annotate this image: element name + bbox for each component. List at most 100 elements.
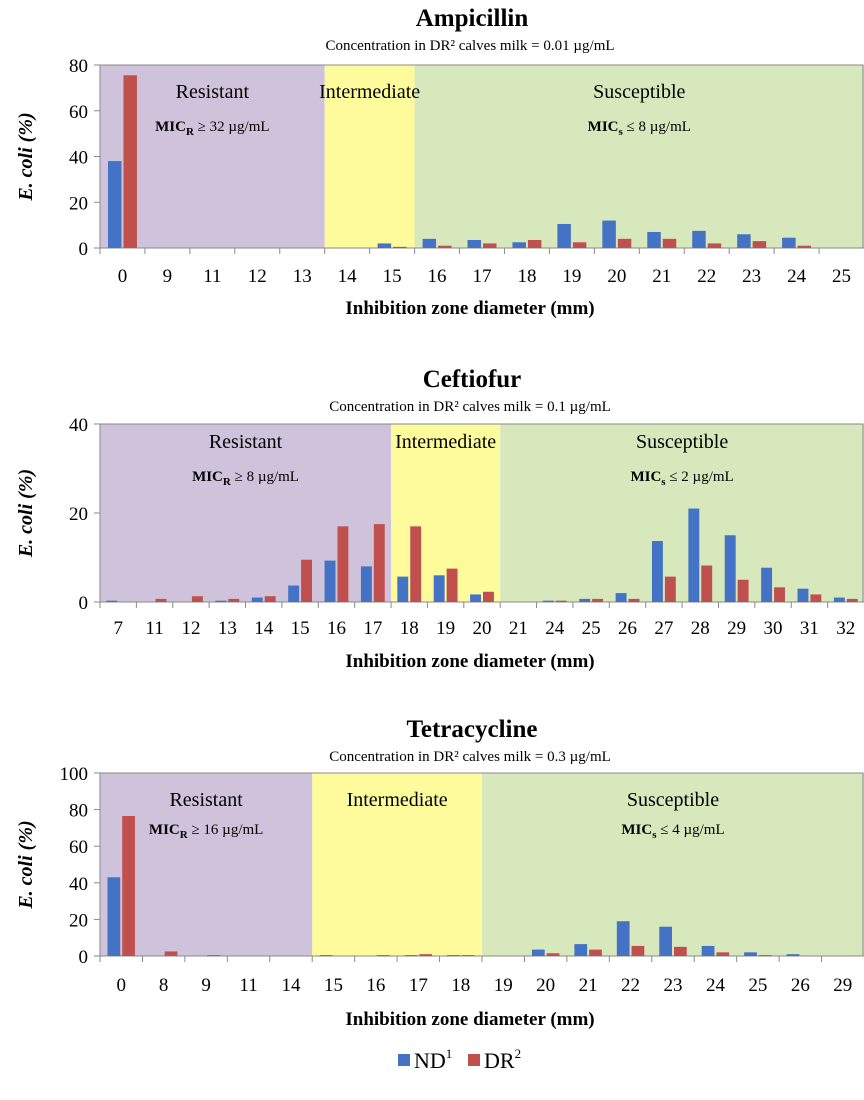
y-tick-label: 80 [69,801,88,822]
bar-dr-18 [461,955,475,956]
zone-label: Susceptible [636,431,728,453]
x-tick-label: 11 [145,618,163,639]
x-tick-label: 30 [764,618,783,639]
bar-dr-18 [410,526,422,602]
x-tick-label: 15 [383,266,402,287]
bar-nd-26 [615,593,627,602]
x-tick-label: 24 [787,266,807,287]
zone-susceptible [500,424,864,602]
bar-dr-13 [228,598,240,602]
x-tick-label: 9 [201,975,211,996]
bar-nd-26 [786,954,800,956]
zone-mic: MICs ≤ 4 µg/mL [621,822,724,841]
x-tick-label: 29 [727,618,746,639]
bar-dr-21 [589,949,602,956]
x-tick-label: 9 [163,266,173,287]
zone-intermediate [324,65,415,248]
zone-mic: MICs ≤ 8 µg/mL [588,119,691,138]
x-tick-label: 28 [691,618,710,639]
y-tick-label: 40 [69,148,88,169]
x-axis-label: Inhibition zone diameter (mm) [345,298,594,319]
x-tick-label: 11 [239,975,257,996]
bar-nd-29 [724,535,736,602]
bar-dr-17 [373,524,385,602]
x-tick-label: 14 [282,975,302,996]
bar-dr-16 [337,526,349,602]
bar-dr-17 [483,243,497,248]
bar-nd-17 [360,566,372,602]
x-tick-label: 22 [697,266,716,287]
chart-tetracycline: Tetracycline Concentration in DR² calves … [15,716,864,1030]
bar-nd-22 [692,230,706,248]
bar-nd-24 [701,945,715,956]
bar-dr-22 [707,243,722,248]
y-axis-label: E. coli (%) [15,820,37,909]
chart-ampicillin: Ampicillin Concentration in DR² calves mi… [15,5,864,319]
bar-dr-29 [737,579,749,602]
bar-dr-11 [155,598,167,602]
bar-dr-22 [631,945,645,956]
bar-dr-19 [572,242,587,248]
zone-label: Intermediate [395,431,496,453]
x-tick-label: 13 [293,266,312,287]
bar-nd-30 [761,567,773,602]
legend-swatch-dr [468,1054,480,1066]
x-tick-label: 14 [254,618,274,639]
bar-nd-0 [107,877,121,956]
x-tick-label: 16 [428,266,447,287]
zone-label: Susceptible [627,789,719,811]
bar-nd-18 [397,576,409,602]
x-axis-label: Inhibition zone diameter (mm) [345,651,594,672]
bar-dr-24 [797,245,812,248]
x-tick-label: 25 [832,266,851,287]
x-tick-label: 20 [536,975,555,996]
x-tick-label: 17 [363,618,382,639]
bar-dr-15 [393,246,407,248]
y-tick-label: 60 [69,102,88,123]
zone-resistant [100,65,325,248]
zone-susceptible [482,773,864,956]
y-tick-label: 0 [79,593,89,614]
zone-mic: MICR ≥ 32 µg/mL [155,119,269,138]
bar-nd-21 [574,944,588,956]
zone-susceptible [414,65,864,248]
legend-swatch-nd [398,1054,410,1066]
y-tick-label: 20 [69,193,88,214]
x-tick-label: 20 [473,618,492,639]
bar-nd-22 [616,921,630,956]
bar-nd-28 [688,508,700,602]
x-tick-label: 15 [324,975,343,996]
chart-title: Ceftiofur [423,366,522,393]
bar-nd-27 [651,541,663,602]
chart-subtitle: Concentration in DR² calves milk = 0.1 µ… [329,399,611,415]
y-tick-label: 40 [69,874,88,895]
chart-subtitle: Concentration in DR² calves milk = 0.01 … [325,38,614,54]
x-tick-label: 17 [473,266,492,287]
legend: ND1 DR2 [398,1046,521,1073]
x-tick-label: 27 [654,618,673,639]
x-tick-label: 24 [545,618,565,639]
x-tick-label: 23 [664,975,683,996]
zone-resistant [100,773,313,956]
zone-label: Resistant [209,431,283,453]
y-tick-label: 20 [69,504,88,525]
bar-dr-21 [662,238,677,248]
y-tick-label: 20 [69,910,88,931]
bar-dr-23 [752,241,767,248]
bar-nd-25 [579,598,591,602]
bar-nd-23 [659,926,672,956]
bar-dr-31 [810,594,822,602]
chart-ceftiofur: Ceftiofur Concentration in DR² calves mil… [15,366,864,672]
zone-label: Intermediate [319,81,420,103]
bar-nd-19 [557,223,571,248]
bar-nd-7 [106,600,118,602]
bar-dr-27 [664,576,676,602]
x-tick-label: 18 [517,266,536,287]
x-tick-label: 11 [203,266,221,287]
x-tick-label: 13 [218,618,237,639]
x-tick-label: 14 [338,266,358,287]
bar-nd-20 [531,949,545,956]
bar-nd-18 [512,242,526,248]
bar-nd-17 [404,955,418,956]
